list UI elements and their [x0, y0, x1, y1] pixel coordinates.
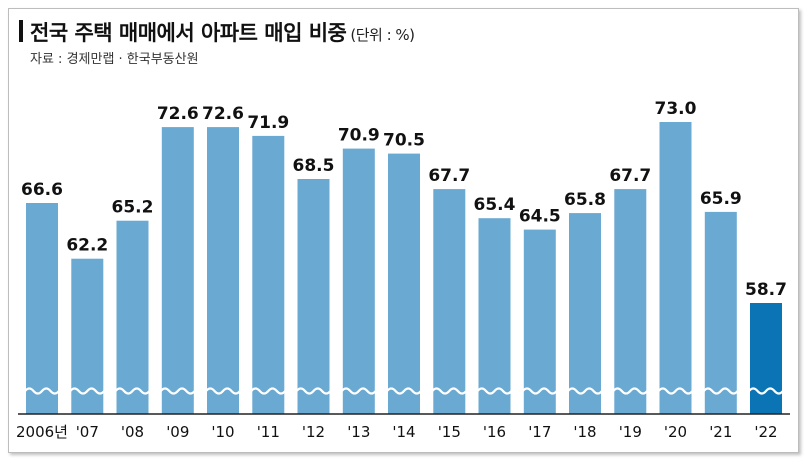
- x-tick-label-7: '13: [347, 423, 370, 441]
- value-label-15: 65.9: [700, 189, 742, 209]
- value-label-14: 73.0: [655, 99, 697, 119]
- axis-break-wave-7: [340, 387, 377, 395]
- bar-11: [523, 229, 556, 414]
- axis-break-wave-16: [748, 387, 784, 395]
- bar-16: [750, 303, 782, 414]
- value-label-10: 65.4: [474, 195, 516, 215]
- value-label-8: 70.5: [383, 131, 425, 151]
- value-labels-group: 66.662.265.272.6 72.6 71.968.570.9 70.567.7…: [21, 99, 787, 300]
- value-label-16: 58.7: [745, 280, 787, 300]
- x-tick-label-0: 2006년: [16, 423, 68, 441]
- chart-title: 전국 주택 매매에서 아파트 매입 비중 (단위 : %): [30, 17, 415, 47]
- axis-break-waves: [24, 387, 784, 395]
- value-label-5: 71.9: [247, 113, 289, 133]
- axis-break-wave-3: [159, 387, 196, 395]
- x-tick-label-16: '22: [754, 423, 777, 441]
- bar-13: [614, 189, 647, 414]
- axis-break-wave-6: [295, 387, 332, 395]
- bar-10: [478, 218, 511, 414]
- value-label-2: 65.2: [112, 198, 154, 218]
- axis-break-wave-12: [567, 387, 603, 395]
- x-tick-label-11: '17: [528, 423, 551, 441]
- x-tick-label-4: '10: [211, 423, 234, 441]
- axis-break-wave-4: [205, 387, 241, 395]
- bar-5: [252, 135, 285, 414]
- axis-break-wave-5: [250, 387, 287, 395]
- x-tick-label-12: '18: [573, 423, 596, 441]
- axis-break-wave-13: [612, 387, 649, 395]
- axis-break-wave-9: [431, 387, 468, 395]
- bar-2: [116, 220, 149, 414]
- bar-12: [569, 213, 601, 414]
- x-tick-label-9: '15: [438, 423, 461, 441]
- bar-6: [297, 179, 330, 414]
- axis-break-wave-10: [476, 387, 513, 395]
- bar-0: [26, 203, 58, 414]
- value-label-12: 65.8: [564, 190, 606, 210]
- axis-break-wave-2: [114, 387, 151, 395]
- value-label-1: 62.2: [66, 236, 108, 256]
- x-tick-label-10: '16: [483, 423, 506, 441]
- x-tick-label-15: '21: [709, 423, 732, 441]
- value-label-11: 64.5: [519, 207, 561, 227]
- axis-break-wave-8: [386, 387, 422, 395]
- value-label-0: 66.6: [21, 180, 63, 200]
- x-tick-label-6: '12: [302, 423, 325, 441]
- value-label-6: 68.5: [293, 156, 335, 176]
- x-tick-labels-group: 2006년 '07 '08 '09 '10 '11 '12 '13 '14 '15 '16 '17 '1…: [16, 423, 778, 441]
- bar-14: [659, 122, 692, 414]
- x-tick-label-14: '20: [664, 423, 687, 441]
- x-tick-label-8: '14: [392, 423, 415, 441]
- axis-break-wave-1: [69, 387, 106, 395]
- bar-3: [161, 127, 194, 414]
- value-label-9: 67.7: [428, 166, 470, 186]
- x-tick-label-5: '11: [257, 423, 280, 441]
- value-label-7: 70.9: [338, 126, 380, 146]
- value-label-3: 72.6: [157, 104, 199, 124]
- source-label: 자료 : 경제만랩 · 한국부동산원: [30, 52, 199, 67]
- axis-break-wave-14: [657, 387, 694, 395]
- title-accent-bar: [19, 20, 23, 42]
- bar-7: [342, 148, 375, 414]
- axis-break-wave-15: [702, 387, 739, 395]
- x-tick-label-3: '09: [166, 423, 189, 441]
- value-label-4: 72.6: [202, 104, 244, 124]
- x-tick-label-1: '07: [76, 423, 99, 441]
- value-label-13: 67.7: [609, 166, 651, 186]
- axis-break-wave-0: [24, 387, 60, 395]
- axis-break-wave-11: [521, 387, 558, 395]
- x-tick-label-2: '08: [121, 423, 144, 441]
- bar-9: [433, 189, 466, 414]
- unit-label: (단위 : %): [350, 26, 415, 44]
- bar-4: [207, 127, 239, 414]
- bars-group: [26, 122, 782, 414]
- chart-title-text: 전국 주택 매매에서 아파트 매입 비중: [30, 21, 347, 45]
- bar-15: [704, 211, 737, 414]
- x-tick-label-13: '19: [619, 423, 642, 441]
- bar-8: [388, 153, 420, 414]
